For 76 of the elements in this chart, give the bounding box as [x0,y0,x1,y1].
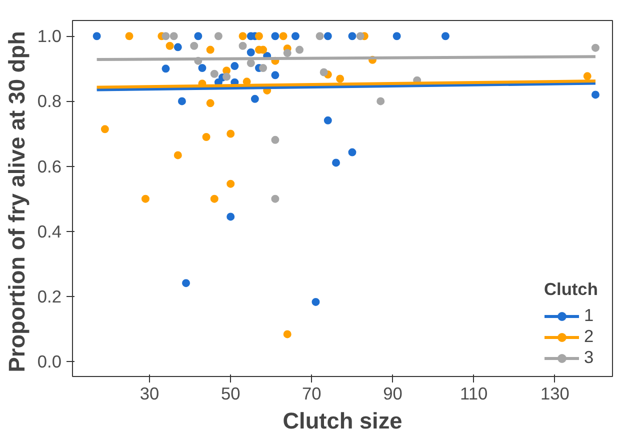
point [174,43,182,52]
point [250,94,259,103]
point [246,48,255,56]
point [226,212,235,221]
y-tick-label: 1.0 [37,26,62,46]
point [92,32,101,40]
point [324,32,332,40]
point [206,46,214,54]
point [214,32,222,40]
point [198,64,206,72]
point [210,70,218,78]
point [356,32,364,40]
point [238,32,247,40]
point [178,97,186,106]
point [246,59,255,68]
point [125,32,134,40]
y-tick-label: 0.6 [37,156,62,176]
point [222,72,231,81]
point [254,32,263,40]
point [170,32,178,40]
point [271,71,280,80]
x-tick-label: 30 [140,384,160,404]
point [332,158,340,167]
point [320,68,328,76]
point [296,46,304,54]
point [174,151,182,160]
point [162,32,170,40]
point [312,298,320,306]
point [230,62,239,70]
legend-label: 3 [584,347,595,368]
point [202,133,210,141]
point [591,44,600,52]
point [392,32,401,40]
point [226,180,235,188]
point [376,97,385,106]
point [162,64,170,73]
y-tick-label: 0.2 [37,286,62,306]
x-tick-label: 50 [220,384,240,404]
point [283,330,292,338]
point [238,42,247,50]
point [348,148,356,156]
point [141,194,150,203]
point [259,64,268,72]
x-tick-label: 70 [302,384,322,404]
point [316,32,324,40]
point [182,279,190,288]
point [194,32,202,40]
x-axis-title: Clutch size [282,408,402,434]
x-tick-label: 110 [460,384,488,404]
point [283,49,292,58]
point [271,194,280,203]
point [271,136,280,144]
x-tick-label: 130 [540,384,570,404]
point [166,42,174,50]
point [100,125,109,134]
y-tick-label: 0.8 [37,91,62,112]
y-axis-title: Proportion of fry alive at 30 dph [3,31,30,372]
legend-label: 1 [584,305,595,326]
point [190,42,198,50]
y-tick-label: 0.4 [37,221,62,242]
x-tick-label: 90 [383,384,402,404]
legend-label: 2 [584,326,595,347]
point [591,90,600,99]
y-tick-label: 0.0 [37,352,62,372]
point [291,32,300,40]
legend-title: Clutch [544,279,599,300]
point [206,99,214,108]
point [441,32,450,40]
point [348,32,356,40]
point [324,116,332,124]
point [210,194,218,203]
point [583,72,592,80]
point [279,32,288,40]
point [271,32,280,40]
point [226,130,235,138]
point [336,74,344,83]
